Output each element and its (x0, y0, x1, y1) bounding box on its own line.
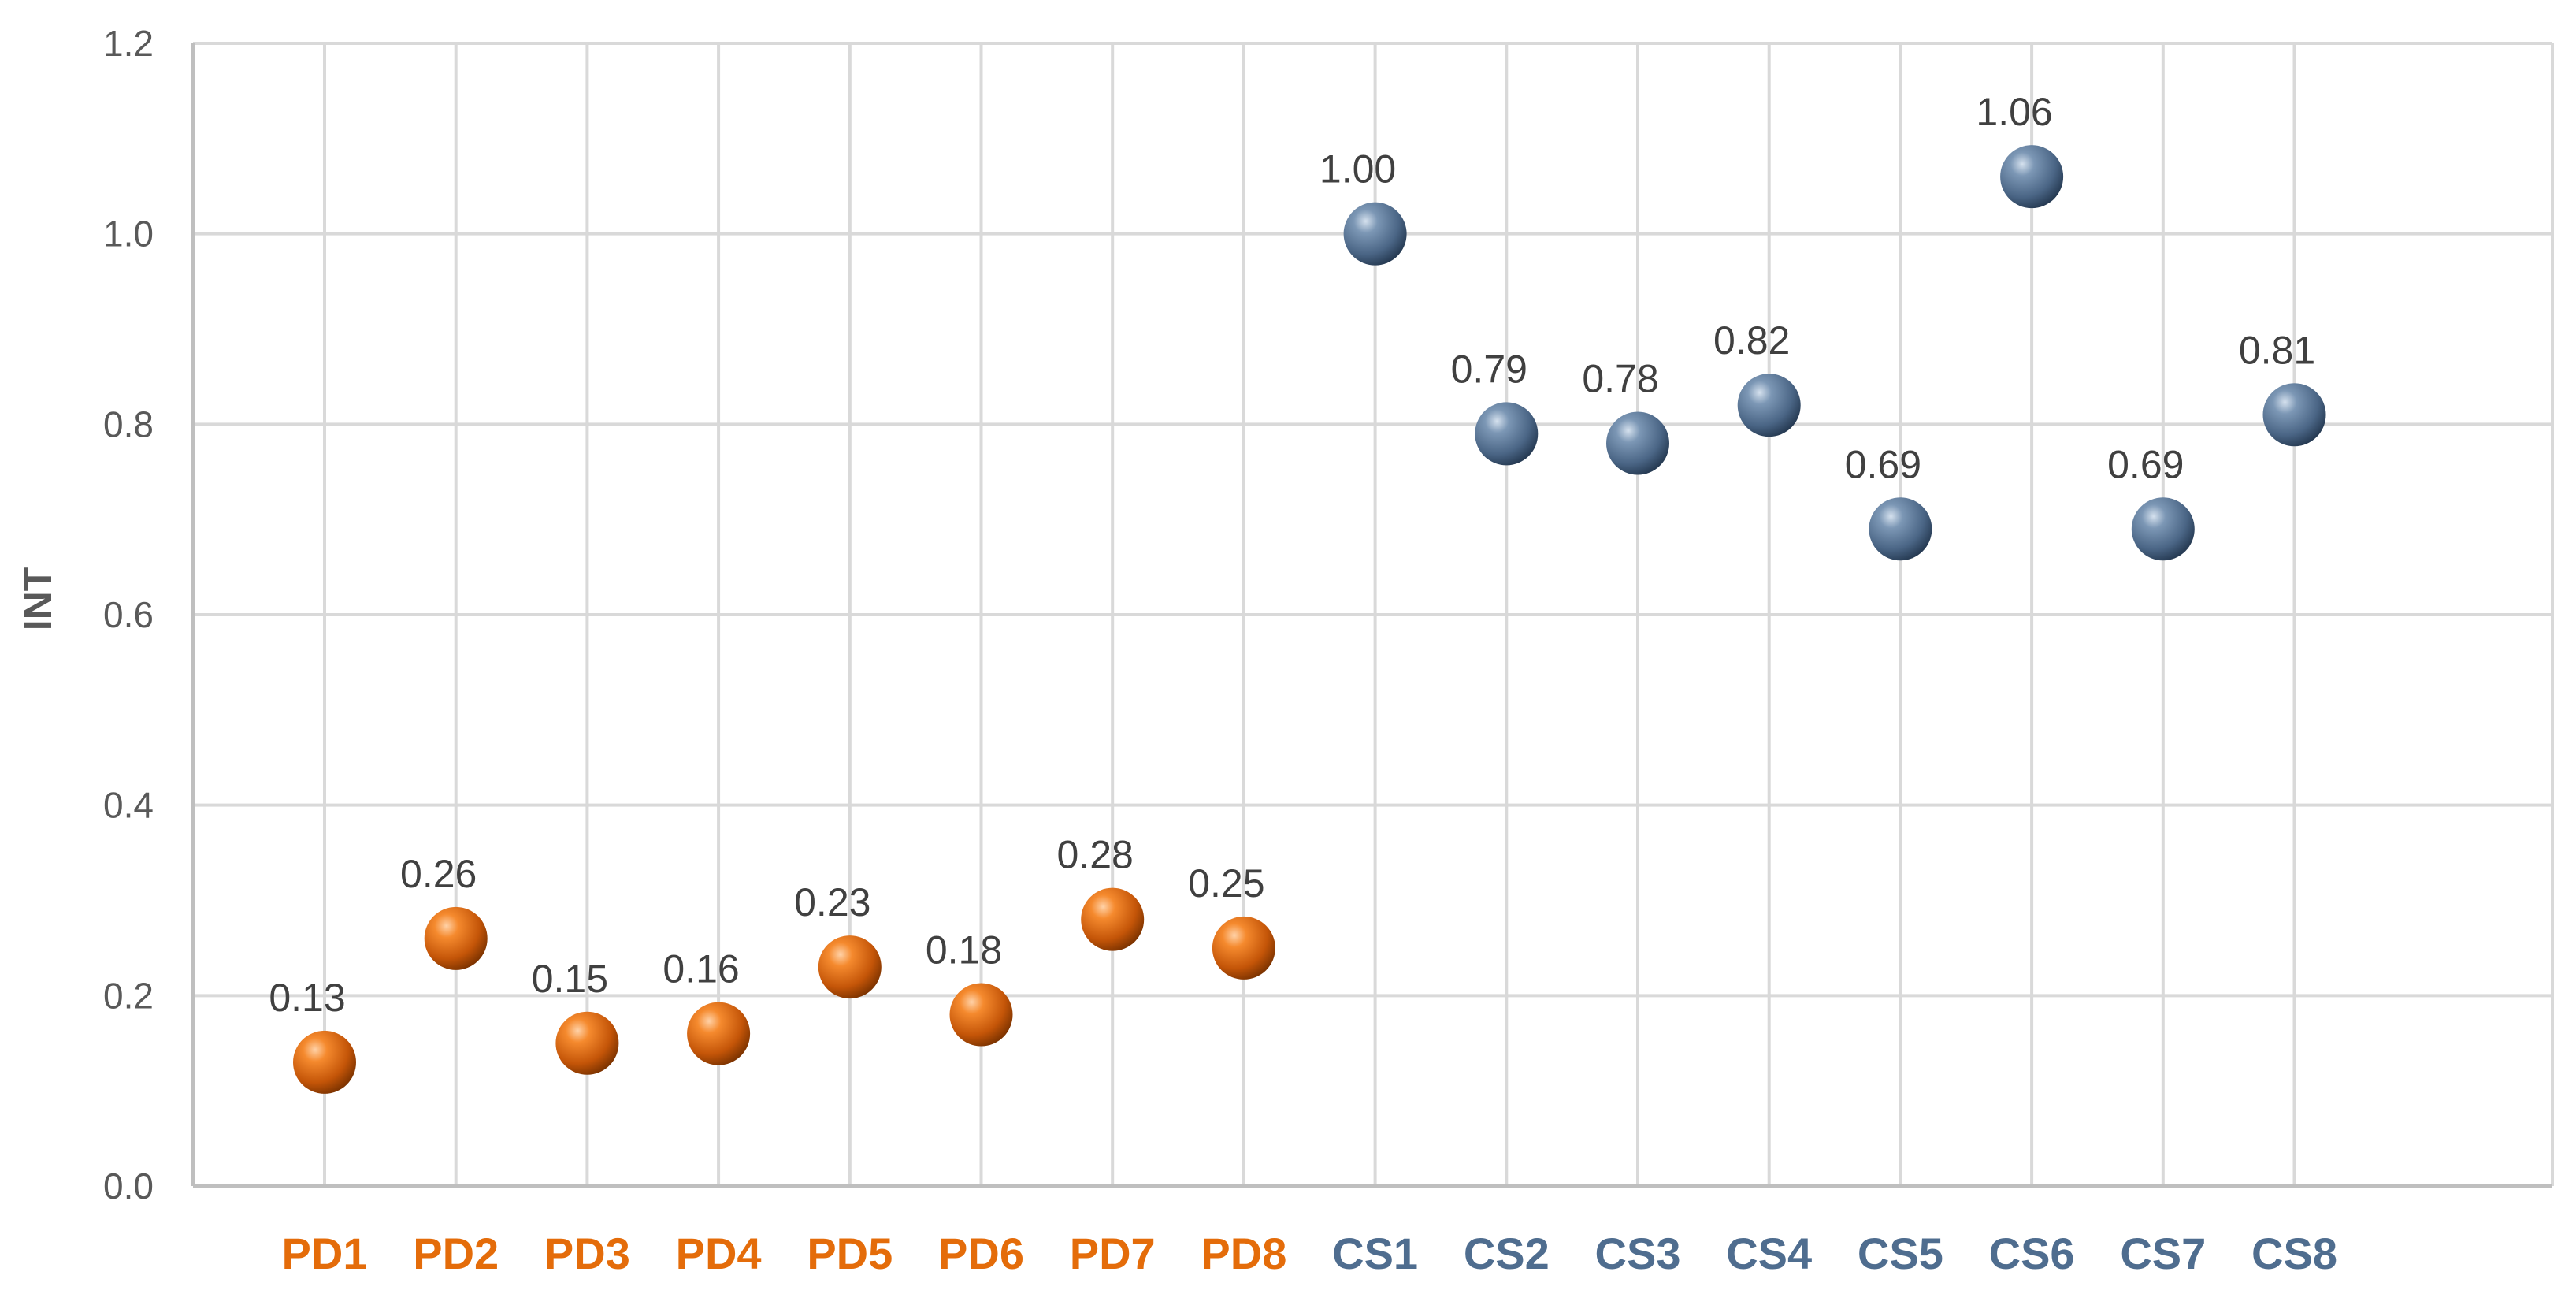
data-label: 0.23 (794, 880, 870, 924)
data-label: 0.78 (1582, 357, 1658, 401)
data-label: 0.25 (1188, 861, 1264, 905)
x-tick-label: CS4 (1726, 1229, 1812, 1278)
y-tick-label: 0.2 (103, 975, 154, 1016)
data-labels: 0.13 0.26 0.15 0.16 0.23 0.18 0.28 0.25 1.00 0.79… (269, 90, 2315, 1020)
x-tick-label: CS2 (1464, 1229, 1550, 1278)
data-point (1606, 411, 1669, 475)
y-axis-label: INT (16, 567, 60, 631)
data-label: 0.69 (1845, 442, 1921, 486)
data-point (1737, 374, 1801, 437)
data-point (687, 1002, 751, 1065)
x-tick-label: CS7 (2120, 1229, 2206, 1278)
y-tick-label: 0.4 (103, 785, 154, 826)
data-point (293, 1030, 356, 1094)
x-tick-label: CS3 (1595, 1229, 1681, 1278)
data-label: 0.18 (926, 928, 1002, 972)
data-label: 0.28 (1057, 833, 1134, 877)
data-point (2131, 497, 2195, 561)
x-tick-label: PD4 (676, 1229, 762, 1278)
data-point (1212, 916, 1275, 980)
data-label: 0.16 (663, 947, 739, 991)
y-tick-label: 0.6 (103, 594, 154, 635)
x-tick-label: CS6 (1989, 1229, 2075, 1278)
y-tick-label: 1.0 (103, 214, 154, 255)
data-label: 0.81 (2239, 328, 2315, 372)
data-point (2000, 145, 2064, 209)
x-tick-label: PD6 (938, 1229, 1024, 1278)
y-tick-label: 0.8 (103, 403, 154, 444)
y-tick-label: 1.2 (103, 23, 154, 64)
x-tick-label: CS8 (2251, 1229, 2337, 1278)
axes (191, 43, 2552, 1188)
x-tick-label: CS1 (1332, 1229, 1418, 1278)
x-tick-label: CS5 (1858, 1229, 1943, 1278)
y-tick-labels: 0.0 0.2 0.4 0.6 0.8 1.0 1.2 (103, 23, 154, 1207)
data-point (424, 906, 488, 970)
data-points (293, 145, 2326, 1094)
x-tick-label: PD8 (1201, 1229, 1286, 1278)
data-label: 0.26 (400, 852, 477, 896)
x-tick-label: PD7 (1070, 1229, 1156, 1278)
data-point (2262, 383, 2326, 447)
data-point (949, 983, 1013, 1047)
x-tick-label: PD2 (413, 1229, 499, 1278)
y-tick-label: 0.0 (103, 1166, 154, 1207)
data-label: 0.82 (1713, 318, 1790, 363)
x-tick-label: PD3 (544, 1229, 630, 1278)
data-label: 1.06 (1976, 90, 2052, 134)
data-point (1081, 887, 1145, 951)
x-tick-labels: PD1 PD2 PD3 PD4 PD5 PD6 PD7 PD8 CS1 CS2 CS3 CS4 CS5 C… (282, 1229, 2337, 1278)
x-tick-label: PD1 (282, 1229, 368, 1278)
data-point (1869, 497, 1932, 561)
data-point (1343, 202, 1407, 266)
data-label: 0.69 (2107, 442, 2184, 486)
x-tick-label: PD5 (807, 1229, 893, 1278)
data-label: 0.13 (269, 976, 345, 1020)
data-point (1475, 402, 1539, 466)
data-label: 1.00 (1320, 147, 1396, 191)
data-label: 0.15 (532, 957, 608, 1001)
data-point (555, 1011, 619, 1075)
data-point (818, 935, 882, 999)
gridlines (193, 42, 2554, 1186)
data-label: 0.79 (1451, 347, 1527, 391)
